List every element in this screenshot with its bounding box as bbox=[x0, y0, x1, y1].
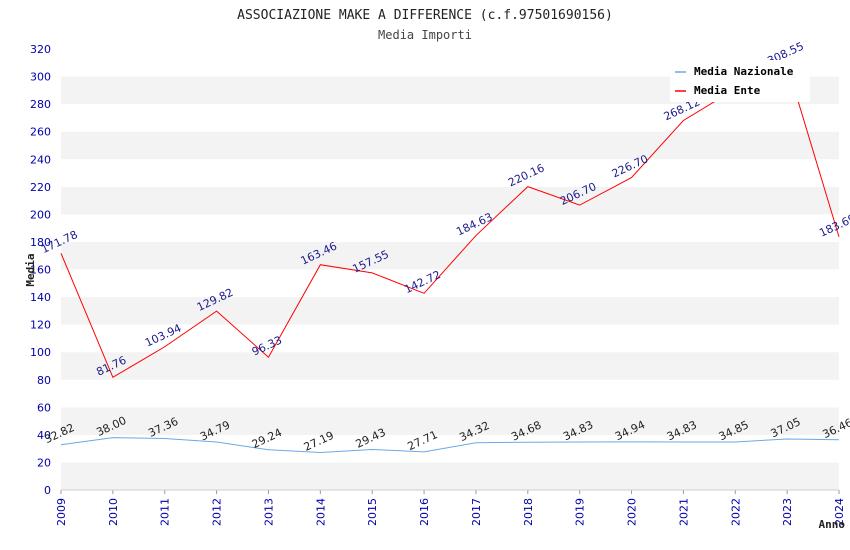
grid-band bbox=[61, 379, 839, 408]
y-tick-label: 320 bbox=[30, 43, 51, 56]
y-tick-label: 220 bbox=[30, 181, 51, 194]
grid-band bbox=[61, 104, 839, 132]
x-tick-label: 2022 bbox=[729, 498, 742, 526]
grid-band bbox=[61, 434, 839, 463]
x-tick-label: 2021 bbox=[677, 498, 690, 526]
y-tick-label: 200 bbox=[30, 208, 51, 221]
x-tick-label: 2019 bbox=[574, 498, 587, 526]
legend-label-ente: Media Ente bbox=[694, 84, 761, 97]
x-tick-label: 2012 bbox=[211, 498, 224, 526]
grid-band bbox=[61, 462, 839, 490]
x-axis-title: Anno bbox=[819, 518, 846, 531]
y-tick-label: 280 bbox=[30, 98, 51, 111]
x-tick-label: 2013 bbox=[262, 498, 275, 526]
grid-band bbox=[61, 159, 839, 187]
x-tick-label: 2015 bbox=[366, 498, 379, 526]
grid-band bbox=[61, 297, 839, 325]
grid-band bbox=[61, 407, 839, 435]
x-tick-label: 2009 bbox=[55, 498, 68, 526]
x-tick-label: 2023 bbox=[781, 498, 794, 526]
x-tick-label: 2020 bbox=[626, 498, 639, 526]
legend: Media Nazionale Media Ente bbox=[670, 60, 810, 102]
x-tick-label: 2014 bbox=[314, 498, 327, 526]
y-tick-label: 300 bbox=[30, 71, 51, 84]
y-tick-label: 100 bbox=[30, 346, 51, 359]
y-tick-label: 260 bbox=[30, 126, 51, 139]
legend-label-nazionale: Media Nazionale bbox=[694, 65, 794, 78]
y-tick-label: 140 bbox=[30, 291, 51, 304]
chart-title: ASSOCIAZIONE MAKE A DIFFERENCE (c.f.9750… bbox=[237, 8, 613, 23]
x-tick-label: 2018 bbox=[522, 498, 535, 526]
x-tick-label: 2024 bbox=[833, 498, 846, 526]
grid-band bbox=[61, 269, 839, 298]
y-tick-label: 180 bbox=[30, 236, 51, 249]
grid-band bbox=[61, 241, 839, 270]
x-tick-label: 2011 bbox=[159, 498, 172, 526]
x-tick-label: 2010 bbox=[107, 498, 120, 526]
grid-band bbox=[61, 186, 839, 215]
grid-bands bbox=[61, 49, 839, 490]
series-lines bbox=[60, 64, 840, 454]
y-tick-label: 240 bbox=[30, 153, 51, 166]
legend-box bbox=[670, 60, 810, 102]
series-line-ente bbox=[60, 64, 840, 379]
y-tick-label: 80 bbox=[37, 374, 51, 387]
y-axis-ticks: 0 20 40 60 80 100 120 140 160 180 200 220 240 260 280 3… bbox=[30, 43, 51, 497]
grid-band bbox=[61, 214, 839, 242]
chart-subtitle: Media Importi bbox=[378, 28, 472, 42]
y-tick-label: 160 bbox=[30, 264, 51, 277]
x-axis-ticks: 2009 2010 2011 2012 2013 2014 2015 2016 2017 2018… bbox=[55, 490, 846, 526]
x-tick-label: 2016 bbox=[418, 498, 431, 526]
y-tick-label: 20 bbox=[37, 456, 51, 469]
y-tick-label: 0 bbox=[44, 484, 51, 497]
grid-band bbox=[61, 352, 839, 380]
grid-band bbox=[61, 131, 839, 160]
series-line-nazionale bbox=[60, 437, 840, 454]
y-tick-label: 60 bbox=[37, 401, 51, 414]
y-axis-title: Media bbox=[24, 253, 37, 286]
y-tick-label: 40 bbox=[37, 429, 51, 442]
y-tick-label: 120 bbox=[30, 319, 51, 332]
x-tick-label: 2017 bbox=[470, 498, 483, 526]
